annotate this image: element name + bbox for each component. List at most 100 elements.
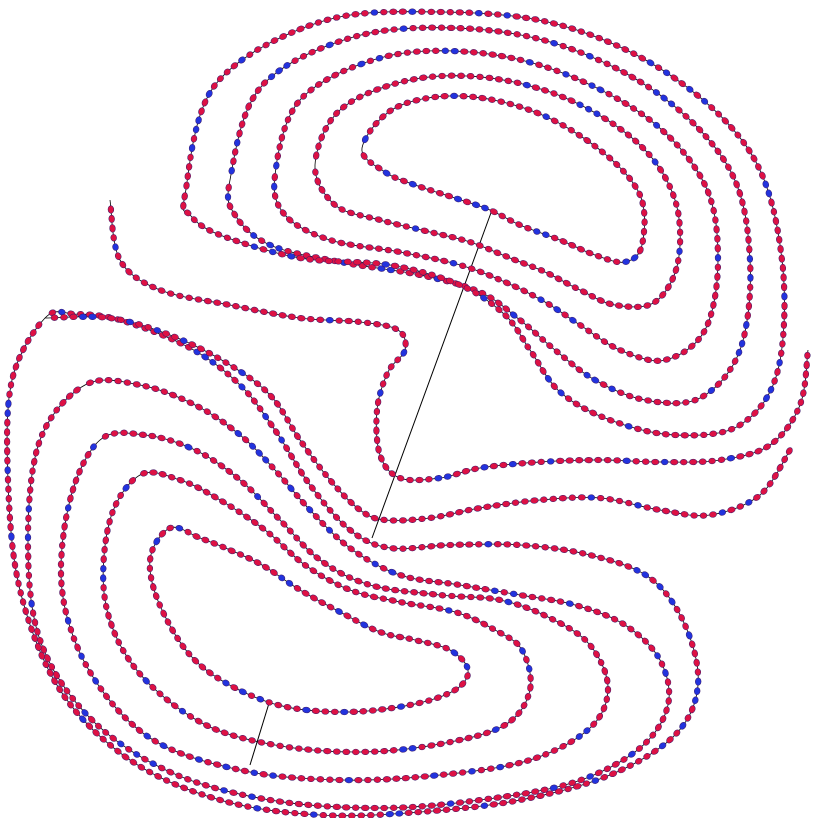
red-node [171,333,179,341]
red-node [293,460,300,469]
red-node [219,418,227,426]
red-node [166,524,174,532]
red-node [550,747,559,754]
blue-node [544,374,552,383]
red-node [502,500,511,508]
red-node [462,198,472,206]
red-node [654,64,663,72]
red-node [619,620,627,628]
red-node [274,701,283,709]
red-node [321,559,329,567]
red-node [347,209,355,217]
red-node [363,319,372,327]
red-node [108,620,115,629]
blue-node [463,663,471,671]
red-node [293,534,301,542]
red-node [717,456,726,463]
red-node [743,217,750,225]
red-node [194,717,203,725]
blue-node [360,621,369,629]
red-node [119,260,127,269]
red-node [577,494,586,501]
red-node [184,172,191,181]
red-node [414,637,423,645]
red-node [672,400,681,407]
blue-node [503,12,511,19]
red-node [275,798,285,805]
red-node [546,271,555,278]
red-node [128,477,137,485]
red-node [513,79,522,86]
red-node [691,163,699,172]
red-node [370,804,379,812]
red-node [633,303,642,311]
red-node [379,113,387,121]
red-node [662,356,671,363]
red-node [437,274,446,281]
red-node [403,99,412,107]
red-node [307,775,315,783]
red-node [672,265,680,275]
red-node [570,74,579,82]
blue-node [429,772,439,779]
red-node [184,776,192,783]
red-node [662,590,670,598]
red-node [599,381,608,388]
red-node [59,541,66,550]
red-node [619,167,627,175]
red-node [137,763,146,771]
red-node [476,268,485,276]
red-node [427,187,435,194]
red-node [399,177,408,185]
blue-node [238,369,246,377]
red-node [384,52,393,60]
red-node [577,49,585,56]
red-node [694,668,702,676]
red-node [9,371,17,380]
red-node [257,795,266,802]
red-node [615,420,624,427]
red-node [535,61,543,69]
red-node [628,73,637,81]
red-node [230,364,238,371]
red-node [135,321,144,328]
red-node [38,651,46,660]
red-node [556,457,565,465]
curve-nodes [3,8,811,818]
blue-node [633,567,641,574]
blue-node [692,696,699,705]
blue-node [553,306,562,314]
blue-node [250,232,258,239]
red-node [246,374,254,382]
red-node [69,694,77,702]
red-node [241,111,249,120]
red-node [669,274,677,283]
red-node [403,49,412,56]
red-node [190,134,198,143]
red-node [688,342,696,350]
red-node [754,447,763,455]
red-node [505,761,514,769]
blue-node [661,458,669,466]
red-node [554,788,564,795]
red-node [270,569,278,576]
red-node [553,348,561,356]
red-node [84,450,92,459]
red-node [515,221,523,228]
red-node [493,541,502,548]
red-node [553,67,561,75]
red-node [420,773,429,780]
blue-node [583,371,591,379]
red-node [549,20,559,27]
red-node [271,192,279,200]
red-node [201,98,209,107]
blue-node [491,726,500,733]
red-node [266,741,275,748]
red-node [267,506,275,514]
red-node [116,316,125,323]
red-node [301,226,310,234]
red-node [652,506,661,513]
red-node [789,415,797,424]
blue-node [747,273,754,282]
red-node [59,399,67,407]
